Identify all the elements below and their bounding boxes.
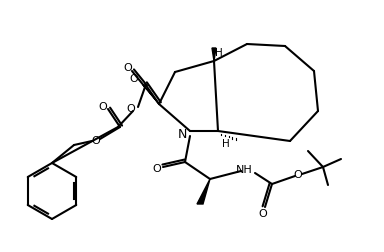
- Polygon shape: [212, 49, 216, 62]
- Text: H: H: [215, 48, 223, 58]
- Text: O: O: [130, 74, 138, 84]
- Text: O: O: [127, 104, 136, 114]
- Text: O: O: [259, 208, 267, 218]
- Polygon shape: [197, 179, 210, 204]
- Text: O: O: [294, 169, 302, 179]
- Text: NH: NH: [236, 164, 252, 174]
- Text: O: O: [124, 63, 132, 73]
- Text: O: O: [92, 136, 100, 145]
- Text: O: O: [152, 163, 161, 173]
- Text: N: N: [177, 128, 187, 141]
- Text: O: O: [99, 102, 108, 112]
- Text: H: H: [222, 138, 230, 148]
- Polygon shape: [143, 86, 159, 105]
